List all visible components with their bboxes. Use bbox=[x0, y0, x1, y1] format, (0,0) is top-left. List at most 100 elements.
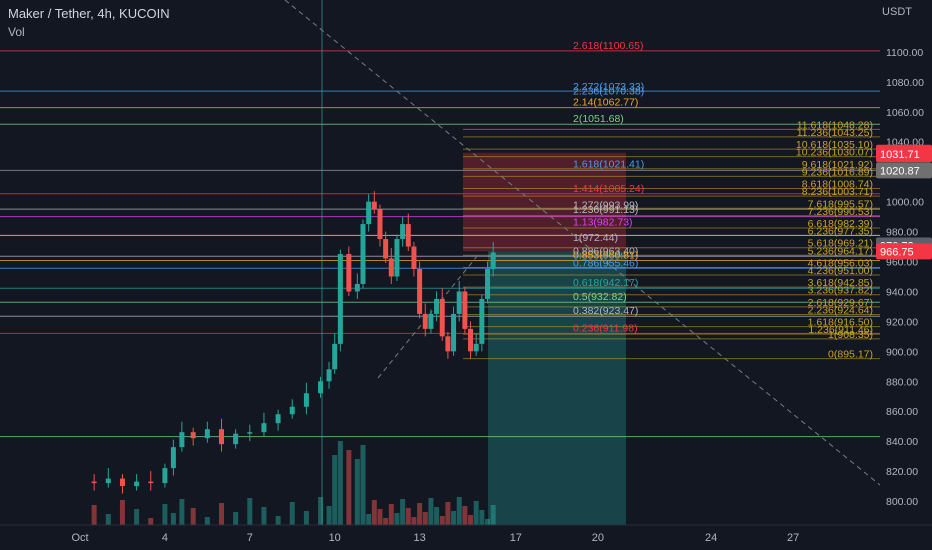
candle-body bbox=[383, 239, 389, 259]
volume-bar bbox=[337, 441, 343, 525]
volume-bar bbox=[318, 497, 324, 525]
volume-bar bbox=[485, 519, 491, 525]
volume-bar bbox=[170, 513, 176, 525]
volume-bar bbox=[439, 516, 445, 525]
x-tick-label: 17 bbox=[510, 532, 522, 544]
candle-body bbox=[394, 239, 400, 277]
candle-body bbox=[468, 328, 474, 352]
fib-label: 8.236(1003.71) bbox=[802, 186, 873, 198]
fib-label: 2(1051.68) bbox=[573, 113, 624, 125]
fib-label: 0(895.17) bbox=[828, 349, 873, 361]
candle-body bbox=[439, 298, 445, 337]
y-tick-label: 900.00 bbox=[886, 346, 918, 358]
candle-body bbox=[462, 291, 468, 329]
y-tick-label: 840.00 bbox=[886, 436, 918, 448]
volume-bar bbox=[456, 497, 462, 525]
volume-bar bbox=[479, 510, 485, 525]
fib-label: 3.236(937.82) bbox=[808, 285, 873, 297]
volume-bar bbox=[148, 518, 154, 525]
x-tick-label: 7 bbox=[247, 532, 253, 544]
volume-bar bbox=[219, 503, 224, 525]
candle-body bbox=[428, 313, 434, 329]
candle-body bbox=[388, 258, 394, 277]
price-axis bbox=[880, 0, 932, 550]
volume-bar bbox=[411, 517, 417, 525]
x-tick-label: 4 bbox=[162, 532, 168, 544]
candle-body bbox=[105, 478, 111, 484]
fib-label: 0.786(955.46) bbox=[573, 257, 638, 269]
candle-body bbox=[417, 268, 423, 314]
volume-bar bbox=[247, 498, 253, 525]
fib-label: 3.618(942.85) bbox=[808, 277, 873, 289]
fib-label: 6.618(982.39) bbox=[808, 218, 873, 230]
fib-label: 11.236(1043.25) bbox=[797, 127, 873, 139]
candle-body bbox=[400, 224, 406, 240]
volume-bar bbox=[303, 511, 309, 525]
candle-body bbox=[204, 429, 210, 439]
fib-label: 0.886(963.40) bbox=[573, 245, 638, 257]
fib-label: 1(908.35) bbox=[828, 329, 873, 341]
volume-bar bbox=[434, 507, 440, 525]
y-tick-label: 800.00 bbox=[886, 496, 918, 508]
price-badge-label: 1031.71 bbox=[880, 149, 920, 161]
currency-label: USDT bbox=[882, 6, 912, 18]
x-tick-label: Oct bbox=[71, 532, 88, 544]
volume-bar bbox=[332, 455, 338, 525]
candle-body bbox=[233, 433, 239, 445]
volume-bar bbox=[366, 514, 372, 525]
volume-bar bbox=[377, 509, 383, 525]
y-tick-label: 1080.00 bbox=[886, 77, 924, 89]
candle-body bbox=[247, 432, 253, 434]
fib-label: 11.618(1048.28) bbox=[797, 119, 873, 131]
fib-label: 0.382(923.47) bbox=[573, 305, 638, 317]
candle-body bbox=[326, 369, 332, 382]
fib-label: 5.236(964.17) bbox=[808, 245, 873, 257]
volume-bar bbox=[388, 504, 394, 525]
candle-body bbox=[371, 201, 377, 210]
y-tick-label: 820.00 bbox=[886, 466, 918, 478]
candle-body bbox=[479, 298, 485, 344]
fib-label: 10.236(1030.07) bbox=[796, 147, 873, 159]
fib-label: 2.272(1073.33) bbox=[573, 81, 644, 93]
candle-body bbox=[445, 336, 451, 352]
fib-label: 1.618(1021.41) bbox=[573, 159, 644, 171]
volume-bar bbox=[134, 509, 140, 525]
candle-body bbox=[190, 432, 196, 439]
y-tick-label: 880.00 bbox=[886, 376, 918, 388]
take-profit-zone bbox=[488, 251, 626, 525]
fib-label: 2.618(1100.65) bbox=[573, 40, 643, 52]
fib-label: 8.618(1008.74) bbox=[802, 179, 873, 191]
x-tick-label: 24 bbox=[705, 532, 717, 544]
candle-body bbox=[179, 432, 185, 448]
fib-label: 0.618(942.17) bbox=[573, 277, 638, 289]
volume-bar bbox=[275, 516, 281, 525]
volume-bar bbox=[428, 498, 434, 525]
volume-bar bbox=[490, 505, 496, 525]
volume-bar bbox=[289, 502, 295, 525]
symbol-title: Maker / Tether, 4h, KUCOIN bbox=[8, 6, 170, 21]
volume-bar bbox=[105, 514, 111, 525]
price-badge-label: 966.75 bbox=[880, 246, 914, 258]
fib-label: 9.236(1016.89) bbox=[802, 166, 873, 178]
candle-body bbox=[91, 481, 97, 484]
volume-bar bbox=[233, 512, 239, 525]
y-tick-label: 960.00 bbox=[886, 257, 918, 269]
y-tick-label: 1100.00 bbox=[886, 47, 923, 59]
candle-body bbox=[318, 381, 324, 394]
candle-body bbox=[456, 291, 462, 314]
volume-bar bbox=[346, 450, 352, 525]
fib-label: 4.618(956.03) bbox=[808, 257, 873, 269]
candle-body bbox=[332, 343, 338, 370]
candle-body bbox=[451, 313, 457, 352]
fib-label: 2.236(1070.38) bbox=[573, 85, 644, 97]
volume-bar bbox=[326, 506, 332, 525]
candle-body bbox=[422, 313, 428, 329]
fib-label: 1.236(911.46) bbox=[808, 324, 873, 336]
candle-body bbox=[411, 246, 417, 269]
fib-label: 0.5(932.82) bbox=[573, 291, 627, 303]
fib-label: 1(972.44) bbox=[573, 232, 618, 244]
candle-body bbox=[303, 393, 309, 407]
volume-bar bbox=[261, 507, 267, 525]
volume-bar bbox=[354, 459, 360, 525]
